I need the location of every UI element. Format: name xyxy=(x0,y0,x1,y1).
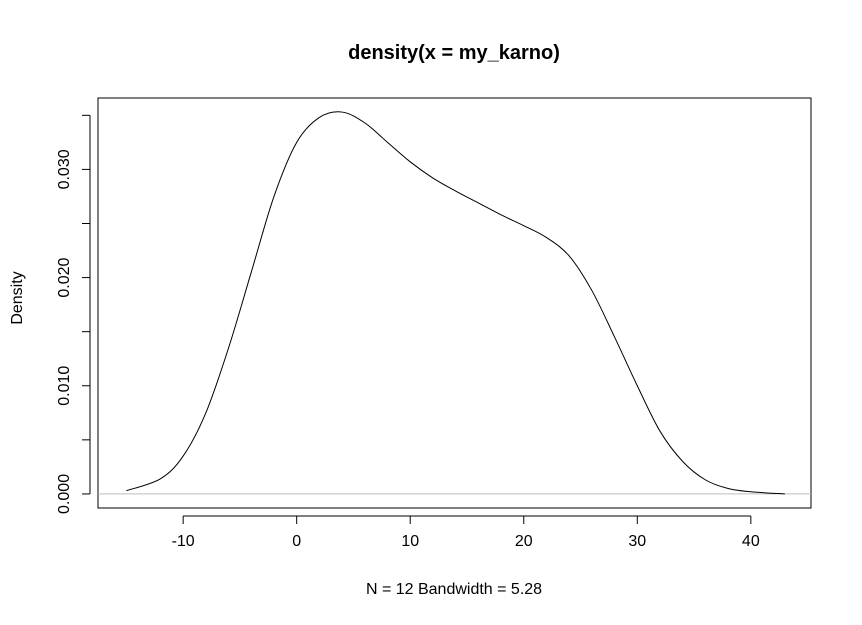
x-tick-label: 20 xyxy=(515,533,533,550)
plot-box xyxy=(97,97,812,509)
chart-title: density(x = my_karno) xyxy=(348,42,560,64)
y-axis-label: Density xyxy=(9,271,26,324)
x-tick-label: 30 xyxy=(628,533,646,550)
y-tick-label: 0.000 xyxy=(56,474,73,514)
x-tick-label: 40 xyxy=(742,533,760,550)
x-tick-label: 0 xyxy=(292,533,301,550)
density-curve xyxy=(126,111,785,495)
x-axis-label: N = 12 Bandwidth = 5.28 xyxy=(366,581,542,598)
x-axis: -10 0 10 20 30 40 xyxy=(172,515,760,550)
y-axis: 0.000 0.010 0.020 0.030 xyxy=(56,114,91,514)
y-tick-label: 0.010 xyxy=(56,366,73,406)
y-tick-label: 0.020 xyxy=(56,257,73,297)
y-tick-label: 0.030 xyxy=(56,149,73,189)
x-tick-label: -10 xyxy=(172,533,195,550)
x-tick-label: 10 xyxy=(401,533,419,550)
